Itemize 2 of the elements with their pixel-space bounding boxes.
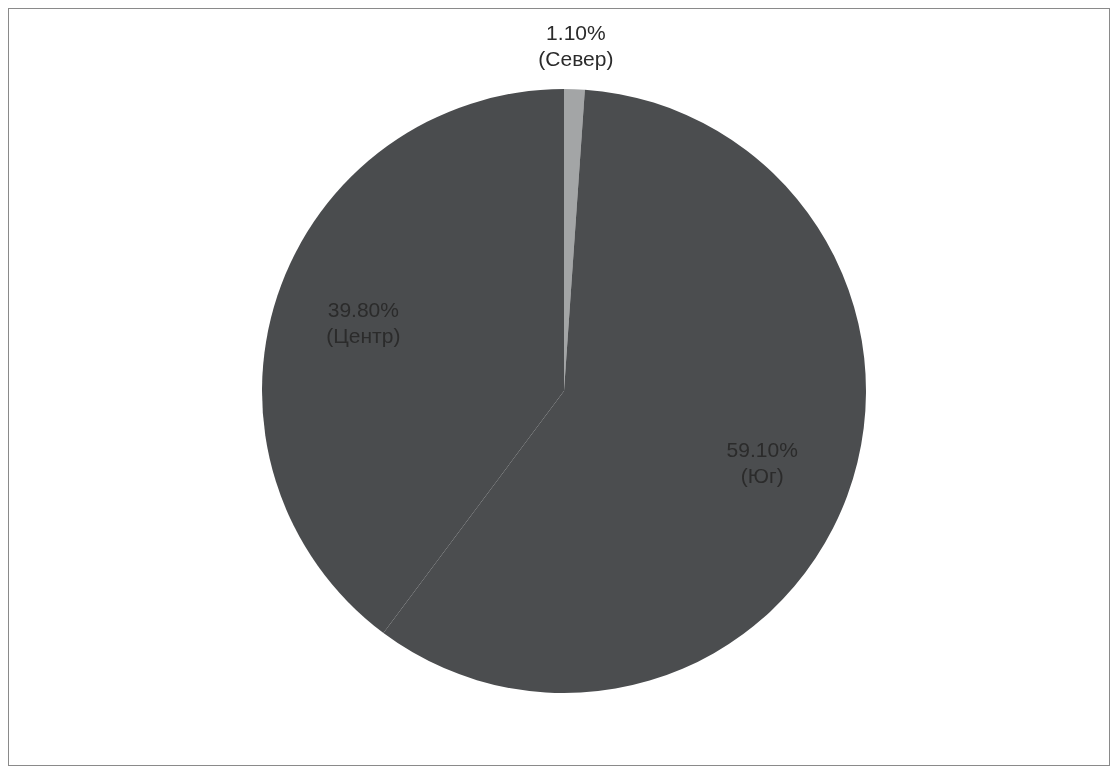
slice-label: (Север) xyxy=(538,47,614,70)
data-label: 1.10% xyxy=(546,21,606,44)
